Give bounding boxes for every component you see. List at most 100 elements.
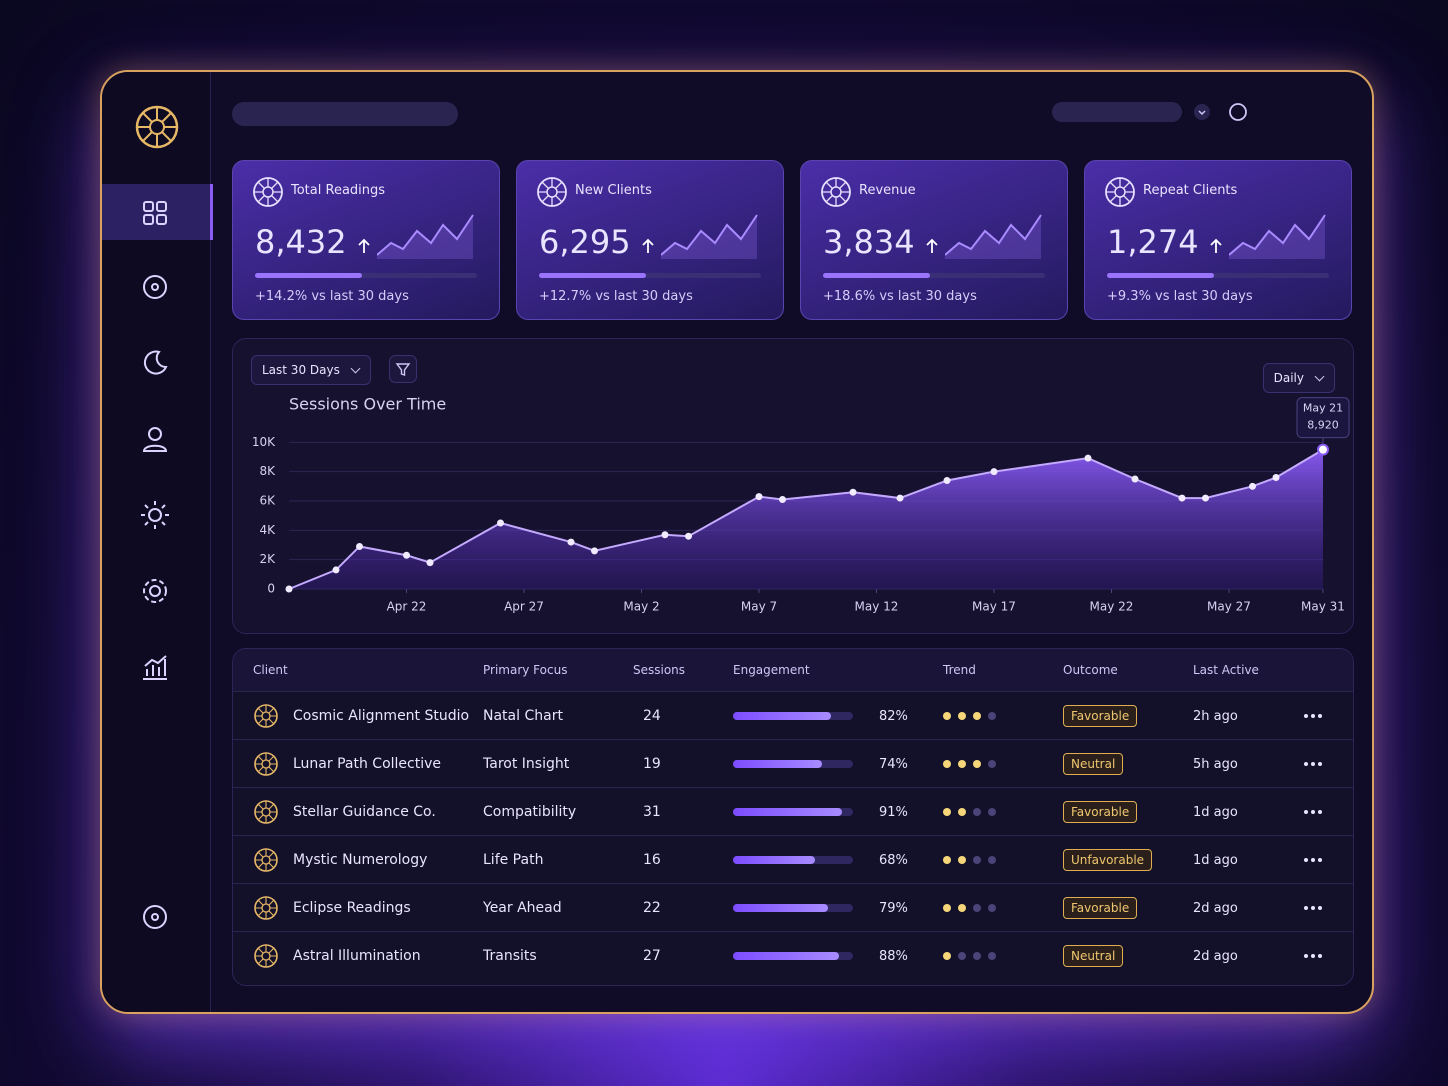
row-menu[interactable] — [1303, 809, 1323, 815]
range-select[interactable]: Last 30 Days — [251, 355, 371, 385]
data-point — [1131, 475, 1139, 483]
trend-dot — [973, 856, 981, 864]
nav-user[interactable] — [140, 424, 170, 454]
client-cell: Lunar Path Collective — [253, 740, 441, 788]
kpi-sparkline — [377, 214, 474, 259]
tooltip-date: May 21 — [1303, 402, 1343, 415]
column-header: Primary Focus — [483, 663, 568, 677]
interval-select[interactable]: Daily — [1262, 363, 1335, 393]
engagement-track — [733, 952, 853, 960]
focus-cell: Natal Chart — [483, 708, 563, 724]
trend-cell — [943, 788, 1003, 836]
search-bar[interactable] — [232, 102, 458, 126]
trend-dot — [973, 808, 981, 816]
outcome-cell: Favorable — [1063, 884, 1138, 932]
nav-dashboard[interactable] — [140, 198, 170, 228]
row-menu[interactable] — [1303, 857, 1323, 863]
data-point — [1272, 474, 1280, 482]
engagement-bar — [733, 808, 843, 816]
kpi-value: 3,834 — [823, 223, 915, 261]
outcome-cell: Unfavorable — [1063, 836, 1153, 884]
dashboard-panel: Total Readings 8,432 +14.2% vs last 30 day… — [100, 70, 1374, 1014]
filter-button[interactable] — [389, 355, 417, 383]
focus-cell: Tarot Insight — [483, 756, 570, 772]
engagement-bar — [733, 904, 828, 912]
kpi-change: +14.2% vs last 30 days — [255, 289, 409, 304]
x-tick-label: May 27 — [1207, 600, 1251, 614]
client-cell: Stellar Guidance Co. — [253, 788, 436, 836]
data-point — [332, 566, 340, 574]
outcome-cell: Favorable — [1063, 692, 1138, 740]
nav-moon[interactable] — [140, 348, 170, 378]
row-menu[interactable] — [1303, 761, 1323, 767]
outcome-badge: Favorable — [1063, 801, 1138, 823]
engagement-track — [733, 760, 853, 768]
trend-dot — [943, 856, 951, 864]
column-header: Sessions — [633, 663, 686, 677]
kpi-progress-fill — [255, 273, 362, 278]
engagement-bar — [733, 856, 815, 864]
data-point — [1249, 482, 1256, 490]
table-row: Mystic Numerology Life Path 16 68% Unfavorab… — [233, 835, 1353, 884]
nav-target[interactable] — [140, 272, 170, 302]
nav-settings[interactable] — [140, 576, 170, 606]
engagement-label: 88% — [879, 948, 908, 964]
data-point — [943, 476, 951, 484]
outcome-cell: Neutral — [1063, 740, 1124, 788]
trend-dot — [988, 904, 996, 912]
engagement-cell: 79% — [733, 884, 908, 932]
data-point — [356, 542, 363, 550]
client-cell: Mystic Numerology — [253, 836, 427, 884]
last-active-cell: 2d ago — [1193, 900, 1238, 916]
x-tick-label: May 7 — [741, 600, 777, 614]
data-point — [567, 538, 575, 546]
table-row: Cosmic Alignment Studio Natal Chart 24 82% F… — [233, 691, 1353, 740]
client-name: Eclipse Readings — [293, 900, 411, 916]
trend-cell — [943, 836, 1003, 884]
data-point — [755, 493, 763, 501]
top-icons[interactable] — [1192, 100, 1252, 124]
trend-dot — [958, 904, 966, 912]
sessions-chart: Sessions Over Time 0 2K 4K 6K 8K 10K Apr 22 Apr… — [252, 395, 1350, 614]
kpi-progress — [539, 273, 761, 278]
row-menu[interactable] — [1303, 713, 1323, 719]
account-bar[interactable] — [1052, 102, 1182, 122]
column-header: Engagement — [733, 663, 810, 677]
row-menu[interactable] — [1303, 905, 1323, 911]
nav-profile[interactable] — [140, 902, 170, 932]
client-name: Stellar Guidance Co. — [293, 804, 436, 820]
trend-dot — [973, 712, 981, 720]
table-header: Client Primary Focus Sessions Engagement Tre… — [233, 649, 1353, 691]
trend-cell — [943, 692, 1003, 740]
data-point — [497, 519, 504, 527]
kpi-value: 6,295 — [539, 223, 631, 261]
kpi-arrow — [1209, 238, 1222, 253]
sidebar — [102, 72, 213, 1012]
data-point — [1084, 454, 1092, 462]
outcome-badge: Unfavorable — [1063, 849, 1153, 871]
table-row: Eclipse Readings Year Ahead 22 79% Favorable… — [233, 883, 1353, 932]
focus-cell: Year Ahead — [483, 900, 562, 916]
sessions-cell: 24 — [643, 708, 661, 724]
kpi-icon — [821, 177, 851, 207]
kpi-sparkline — [945, 214, 1042, 259]
kpi-card: Repeat Clients 1,274 +9.3% vs last 30 days — [1084, 160, 1352, 320]
trend-dot — [958, 760, 966, 768]
kpi-icon — [537, 177, 567, 207]
client-logo — [254, 704, 278, 728]
kpi-card: New Clients 6,295 +12.7% vs last 30 days — [516, 160, 784, 320]
tooltip-box — [1296, 397, 1350, 439]
kpi-progress-fill — [823, 273, 930, 278]
nav-analytics[interactable] — [140, 652, 170, 682]
area-fill — [289, 449, 1323, 589]
engagement-bar — [733, 760, 822, 768]
kpi-row: Total Readings 8,432 +14.2% vs last 30 day… — [232, 160, 1352, 320]
nav-active[interactable] — [102, 184, 213, 240]
nav-sun[interactable] — [140, 500, 170, 530]
main-area: Total Readings 8,432 +14.2% vs last 30 day… — [232, 72, 1354, 1012]
client-logo — [254, 944, 278, 968]
last-active-cell: 1d ago — [1193, 804, 1238, 820]
kpi-progress-fill — [539, 273, 646, 278]
row-menu[interactable] — [1303, 953, 1323, 959]
y-tick-label: 8K — [259, 464, 276, 478]
